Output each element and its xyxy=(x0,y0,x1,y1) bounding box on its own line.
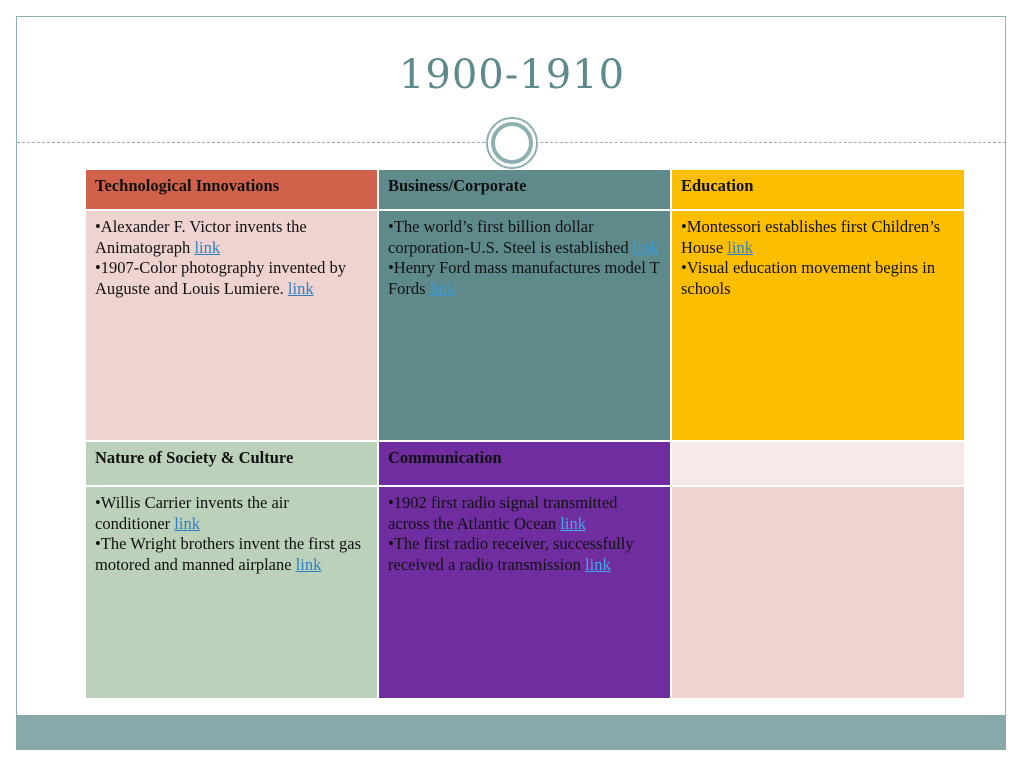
montessori-link[interactable]: link xyxy=(727,237,753,257)
list-item: •Visual education movement begins in sch… xyxy=(681,258,936,298)
airplane-link[interactable]: link xyxy=(295,554,322,574)
circle-ornament-icon xyxy=(486,117,538,169)
radio-receiver-link[interactable]: link xyxy=(585,554,611,574)
business-header: Business/Corporate xyxy=(379,170,670,209)
list-item: •The first radio receiver, successfully … xyxy=(388,534,634,574)
list-item: •Willis Carrier invents the air conditio… xyxy=(95,493,289,533)
footer-bar xyxy=(16,715,1006,750)
communication-header-label: Communication xyxy=(388,448,502,467)
title-divider-right xyxy=(540,142,1006,143)
title-divider-left xyxy=(17,142,485,143)
list-item: •The Wright brothers invent the first ga… xyxy=(95,534,361,574)
society-header-label: Nature of Society & Culture xyxy=(95,448,294,467)
list-item: •The world’s first billion dollar corpor… xyxy=(388,217,659,257)
animatograph-link[interactable]: link xyxy=(194,237,221,257)
radio-signal-link[interactable]: link xyxy=(560,513,586,533)
business-header-label: Business/Corporate xyxy=(388,176,527,195)
education-cell: •Montessori establishes first Children’s… xyxy=(672,211,964,440)
tech-cell: •Alexander F. Victor invents the Animato… xyxy=(86,211,377,440)
communication-cell: •1902 first radio signal transmitted acr… xyxy=(379,487,670,698)
society-header: Nature of Society & Culture xyxy=(86,442,377,485)
empty-header xyxy=(672,442,964,485)
model-t-link[interactable]: link xyxy=(429,278,456,298)
list-item: •Alexander F. Victor invents the Animato… xyxy=(95,217,307,257)
list-item: •Henry Ford mass manufactures model T Fo… xyxy=(388,258,660,298)
tech-header: Technological Innovations xyxy=(86,170,377,209)
education-header: Education xyxy=(672,170,964,209)
list-item: •1907-Color photography invented by Augu… xyxy=(95,258,346,298)
slide-title: 1900-1910 xyxy=(398,52,626,98)
list-item: •Montessori establishes first Children’s… xyxy=(681,217,941,257)
tech-header-label: Technological Innovations xyxy=(95,176,280,195)
communication-header: Communication xyxy=(379,442,670,485)
empty-cell xyxy=(672,487,964,698)
air-conditioner-link[interactable]: link xyxy=(174,513,200,533)
list-item: •1902 first radio signal transmitted acr… xyxy=(388,493,618,533)
business-cell: •The world’s first billion dollar corpor… xyxy=(379,211,670,440)
color-photography-link[interactable]: link xyxy=(287,278,314,298)
society-cell: •Willis Carrier invents the air conditio… xyxy=(86,487,377,698)
education-header-label: Education xyxy=(681,176,754,195)
us-steel-link[interactable]: link xyxy=(632,237,659,257)
